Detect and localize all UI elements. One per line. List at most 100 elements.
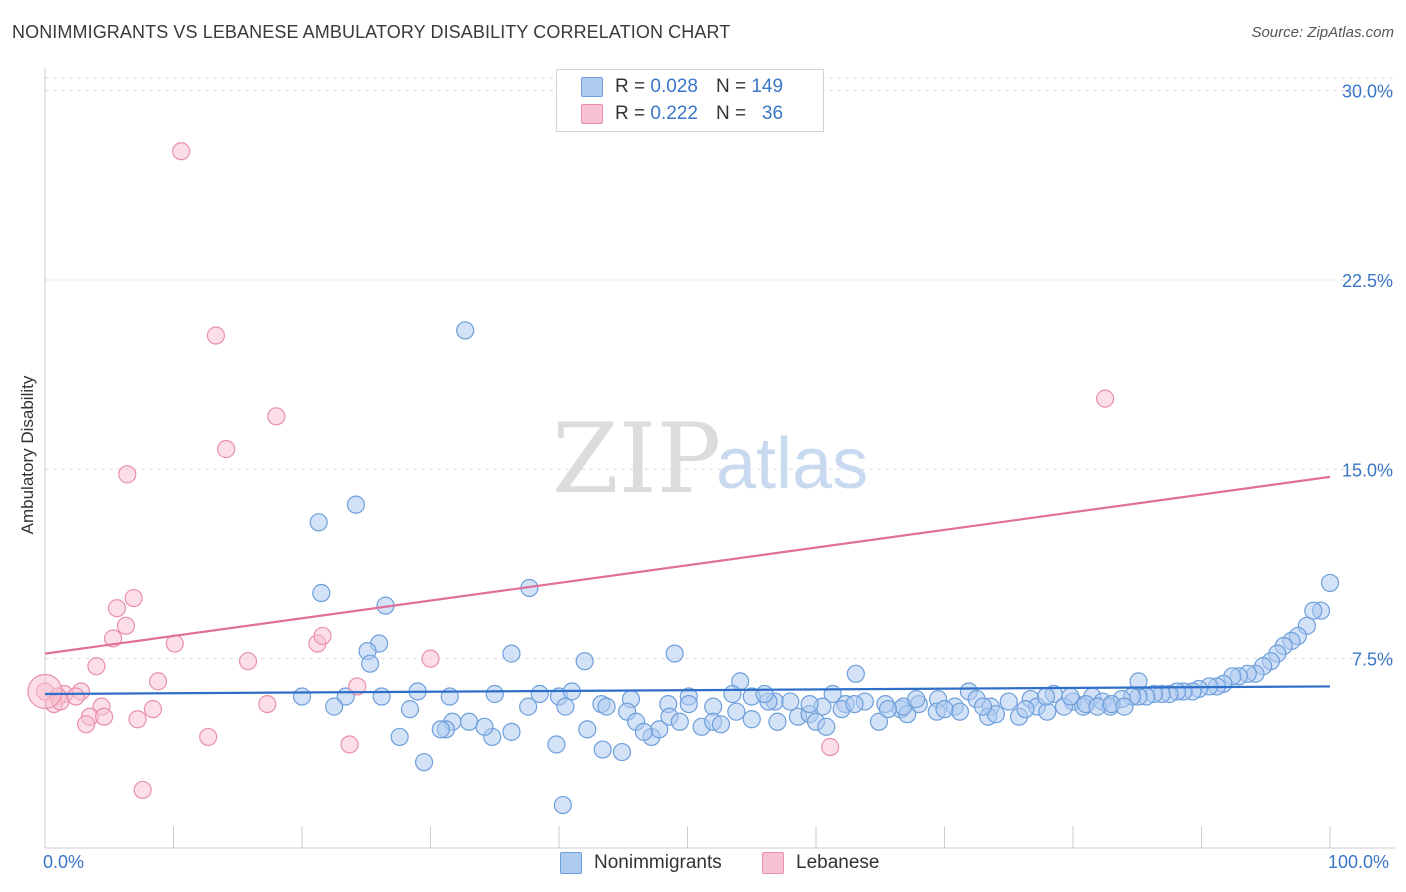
y-tick-label-1: 15.0%: [1342, 460, 1393, 480]
nonimmigrants-point-122: [431, 720, 450, 739]
lebanese-point-7: [107, 599, 127, 618]
nonimmigrants-point-128: [593, 740, 612, 759]
legend-row-lebanese: R = 0.222 N = 36: [581, 102, 783, 126]
lebanese-point-27: [258, 694, 277, 714]
y-tick-labels: 7.5% 15.0% 22.5% 30.0%: [1342, 82, 1393, 670]
y-tick-label-3: 30.0%: [1342, 82, 1393, 102]
nonimmigrants-point-113: [869, 712, 889, 731]
watermark-atlas: atlas: [716, 424, 868, 504]
y-tick-label-2: 22.5%: [1342, 271, 1393, 291]
nonimmigrants-point-132: [459, 712, 479, 731]
lebanese-point-12: [313, 626, 332, 646]
nonimmigrants-point-126: [390, 727, 409, 747]
nonimmigrants-point-138: [1036, 687, 1056, 706]
nonimmigrants-point-141: [1115, 697, 1134, 716]
nonimmigrants-point-105: [742, 710, 761, 729]
nonimmigrants-point-0: [456, 321, 475, 340]
nonimmigrants-point-65: [704, 697, 723, 716]
nonimmigrants-point-87: [325, 697, 344, 716]
nonimmigrants-point-66: [723, 684, 742, 704]
lebanese-point-2: [267, 407, 286, 426]
x-tick-label-min: 0.0%: [43, 852, 85, 872]
nonimmigrants-point-104: [727, 702, 746, 721]
nonimmigrants-point-127: [547, 735, 566, 754]
nonimmigrants-point-2: [309, 513, 328, 532]
lebanese-point-4: [217, 440, 236, 459]
lebanese-point-19: [348, 677, 367, 696]
lebanese-point-32: [199, 727, 218, 747]
nonimmigrants-point-134: [755, 684, 774, 704]
nonimmigrants-point-1: [346, 495, 366, 514]
series-lebanese: [27, 142, 1115, 800]
nonimmigrants-point-88: [400, 700, 420, 719]
legend-item-nonimmigrants[interactable]: Nonimmigrants: [560, 852, 722, 874]
nonimmigrants-point-125: [414, 753, 434, 772]
trendline-nonimmigrants: [44, 685, 1331, 696]
lebanese-point-16: [148, 672, 168, 691]
legend-r-label: R =: [615, 76, 646, 97]
nonimmigrants-point-82: [1038, 702, 1057, 721]
nonimmigrants-point-5: [312, 583, 331, 603]
nonimmigrants-point-120: [1016, 700, 1035, 719]
lebanese-point-6: [124, 588, 143, 608]
nonimmigrants-point-80: [999, 692, 1018, 711]
nonimmigrants-point-124: [519, 697, 538, 716]
legend-n-value: 149: [751, 76, 784, 97]
nonimmigrants-point-103: [711, 715, 731, 734]
legend-label-lebanese: Lebanese: [796, 852, 880, 873]
x-tick-label-max: 100.0%: [1328, 852, 1390, 872]
nonimmigrants-point-54: [372, 687, 391, 706]
nonimmigrants-point-19: [665, 644, 684, 663]
nonimmigrants-point-69: [781, 692, 800, 711]
lebanese-point-26: [143, 700, 163, 719]
gridlines: [45, 77, 1395, 660]
series-legend: Nonimmigrants Lebanese: [0, 852, 1406, 878]
lebanese-point-29: [95, 707, 114, 726]
watermark-zip: ZIP: [552, 403, 721, 515]
lebanese-point-0: [172, 142, 191, 161]
lebanese-point-31: [77, 715, 96, 734]
legend-n-value: 36: [761, 103, 784, 124]
lebanese-point-15: [421, 649, 440, 668]
stats-legend: R = 0.028 N = 149 R = 0.222 N = 36: [556, 69, 824, 132]
nonimmigrants-point-130: [634, 722, 653, 741]
nonimmigrants-point-123: [475, 717, 494, 736]
legend-n-label: N =: [715, 76, 747, 97]
nonimmigrants-point-111: [817, 717, 836, 736]
legend-swatch-pink: [762, 852, 784, 874]
nonimmigrants-point-92: [556, 697, 575, 716]
nonimmigrants-point-136: [935, 700, 954, 719]
lebanese-point-21: [66, 687, 85, 706]
lebanese-point-3: [1096, 389, 1115, 408]
nonimmigrants-point-93: [578, 720, 597, 739]
lebanese-point-33: [340, 735, 359, 754]
lebanese-point-13: [87, 657, 106, 676]
watermark: ZIP atlas: [552, 403, 868, 515]
nonimmigrants-point-140: [845, 694, 864, 714]
nonimmigrants-point-40: [1129, 672, 1148, 691]
series-nonimmigrants: [292, 321, 1340, 815]
nonimmigrants-point-3: [1320, 573, 1340, 593]
legend-r-value: 0.028: [650, 76, 698, 97]
legend-row-nonimmigrants: R = 0.028 N = 149: [581, 75, 783, 99]
lebanese-point-34: [821, 737, 840, 757]
legend-n-label: N =: [715, 103, 747, 124]
nonimmigrants-point-52: [292, 687, 312, 706]
trendline-lebanese: [44, 475, 1331, 655]
lebanese-point-8: [116, 616, 136, 635]
legend-r-label: R =: [615, 103, 646, 124]
nonimmigrants-point-8: [1304, 601, 1323, 620]
nonimmigrants-point-133: [670, 712, 689, 731]
nonimmigrants-point-143: [907, 689, 926, 709]
legend-swatch-pink: [581, 104, 603, 124]
legend-swatch-blue: [560, 852, 582, 874]
legend-item-lebanese[interactable]: Lebanese: [762, 852, 879, 874]
nonimmigrants-point-100: [679, 694, 698, 714]
y-tick-label-0: 7.5%: [1352, 650, 1393, 670]
nonimmigrants-point-139: [1061, 687, 1080, 706]
legend-swatch-blue: [581, 77, 603, 97]
chart-title: NONIMMIGRANTS VS LEBANESE AMBULATORY DIS…: [12, 22, 731, 42]
nonimmigrants-point-131: [553, 795, 572, 815]
trendlines: [44, 475, 1331, 696]
